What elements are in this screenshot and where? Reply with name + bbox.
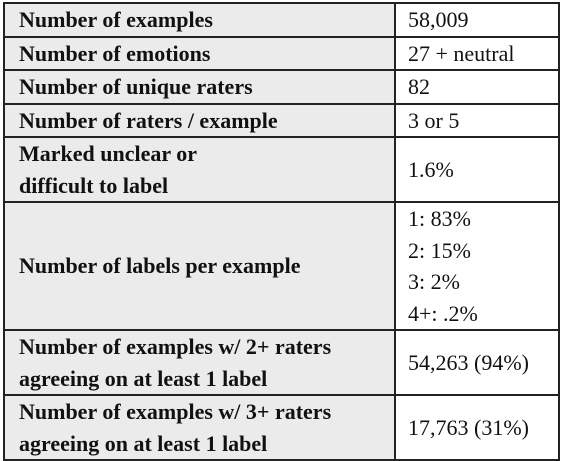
row-label: Marked unclear or difficult to label: [3, 136, 396, 203]
row-label: Number of labels per example: [3, 201, 396, 331]
value-text: 17,763 (31%): [408, 414, 529, 440]
row-value: 17,763 (31%): [394, 394, 560, 461]
row-label: Number of examples: [3, 2, 396, 38]
label-text: Number of examples w/ 3+ raters: [19, 399, 332, 424]
label-text: Number of examples: [19, 7, 213, 32]
row-label: Number of unique raters: [3, 69, 396, 105]
label-text: difficult to label: [19, 172, 169, 198]
row-label: Number of examples w/ 3+ raters agreeing …: [3, 394, 396, 461]
value-text: 4+: .2%: [408, 300, 478, 326]
label-text: Number of raters / example: [19, 107, 278, 133]
value-text: 1: 83%: [408, 206, 471, 231]
label-text: agreeing on at least 1 label: [19, 430, 268, 456]
value-text: 82: [408, 74, 430, 99]
row-value: 54,263 (94%): [394, 329, 560, 396]
table-row: Number of examples 58,009: [3, 2, 560, 38]
value-text: 58,009: [408, 7, 469, 32]
value-text: 3 or 5: [408, 107, 460, 133]
row-label: Number of emotions: [3, 35, 396, 71]
label-text: agreeing on at least 1 label: [19, 365, 268, 391]
label-text: Number of examples w/ 2+ raters: [19, 334, 332, 359]
table-row: Marked unclear or difficult to label 1.6%: [3, 136, 560, 203]
label-text: Number of unique raters: [19, 74, 253, 99]
row-value: 1.6%: [394, 136, 560, 203]
value-text: 3: 2%: [408, 269, 460, 294]
value-text: 27 + neutral: [408, 40, 515, 66]
stats-table: Number of examples 58,009 Number of emotio…: [3, 2, 560, 461]
row-value: 1: 83% 2: 15% 3: 2% 4+: .2%: [394, 201, 560, 331]
label-text: Number of labels per example: [19, 253, 301, 279]
table-body: Number of examples 58,009 Number of emotio…: [3, 2, 560, 461]
table-row: Number of emotions 27 + neutral: [3, 35, 560, 71]
value-text: 1.6%: [408, 156, 454, 182]
row-label: Number of raters / example: [3, 102, 396, 138]
table-row: Number of examples w/ 2+ raters agreeing …: [3, 329, 560, 396]
value-text: 2: 15%: [408, 237, 471, 263]
row-label: Number of examples w/ 2+ raters agreeing …: [3, 329, 396, 396]
row-value: 82: [394, 69, 560, 105]
row-value: 58,009: [394, 2, 560, 38]
table-row: Number of unique raters 82: [3, 69, 560, 105]
row-value: 27 + neutral: [394, 35, 560, 71]
label-text: Marked unclear or: [19, 141, 198, 166]
table-row: Number of raters / example 3 or 5: [3, 102, 560, 138]
row-value: 3 or 5: [394, 102, 560, 138]
table-row: Number of examples w/ 3+ raters agreeing …: [3, 394, 560, 461]
table-container: Number of examples 58,009 Number of emotio…: [3, 2, 560, 461]
value-text: 54,263 (94%): [408, 349, 529, 375]
label-text: Number of emotions: [19, 40, 211, 66]
table-row: Number of labels per example 1: 83% 2: 15%…: [3, 201, 560, 331]
